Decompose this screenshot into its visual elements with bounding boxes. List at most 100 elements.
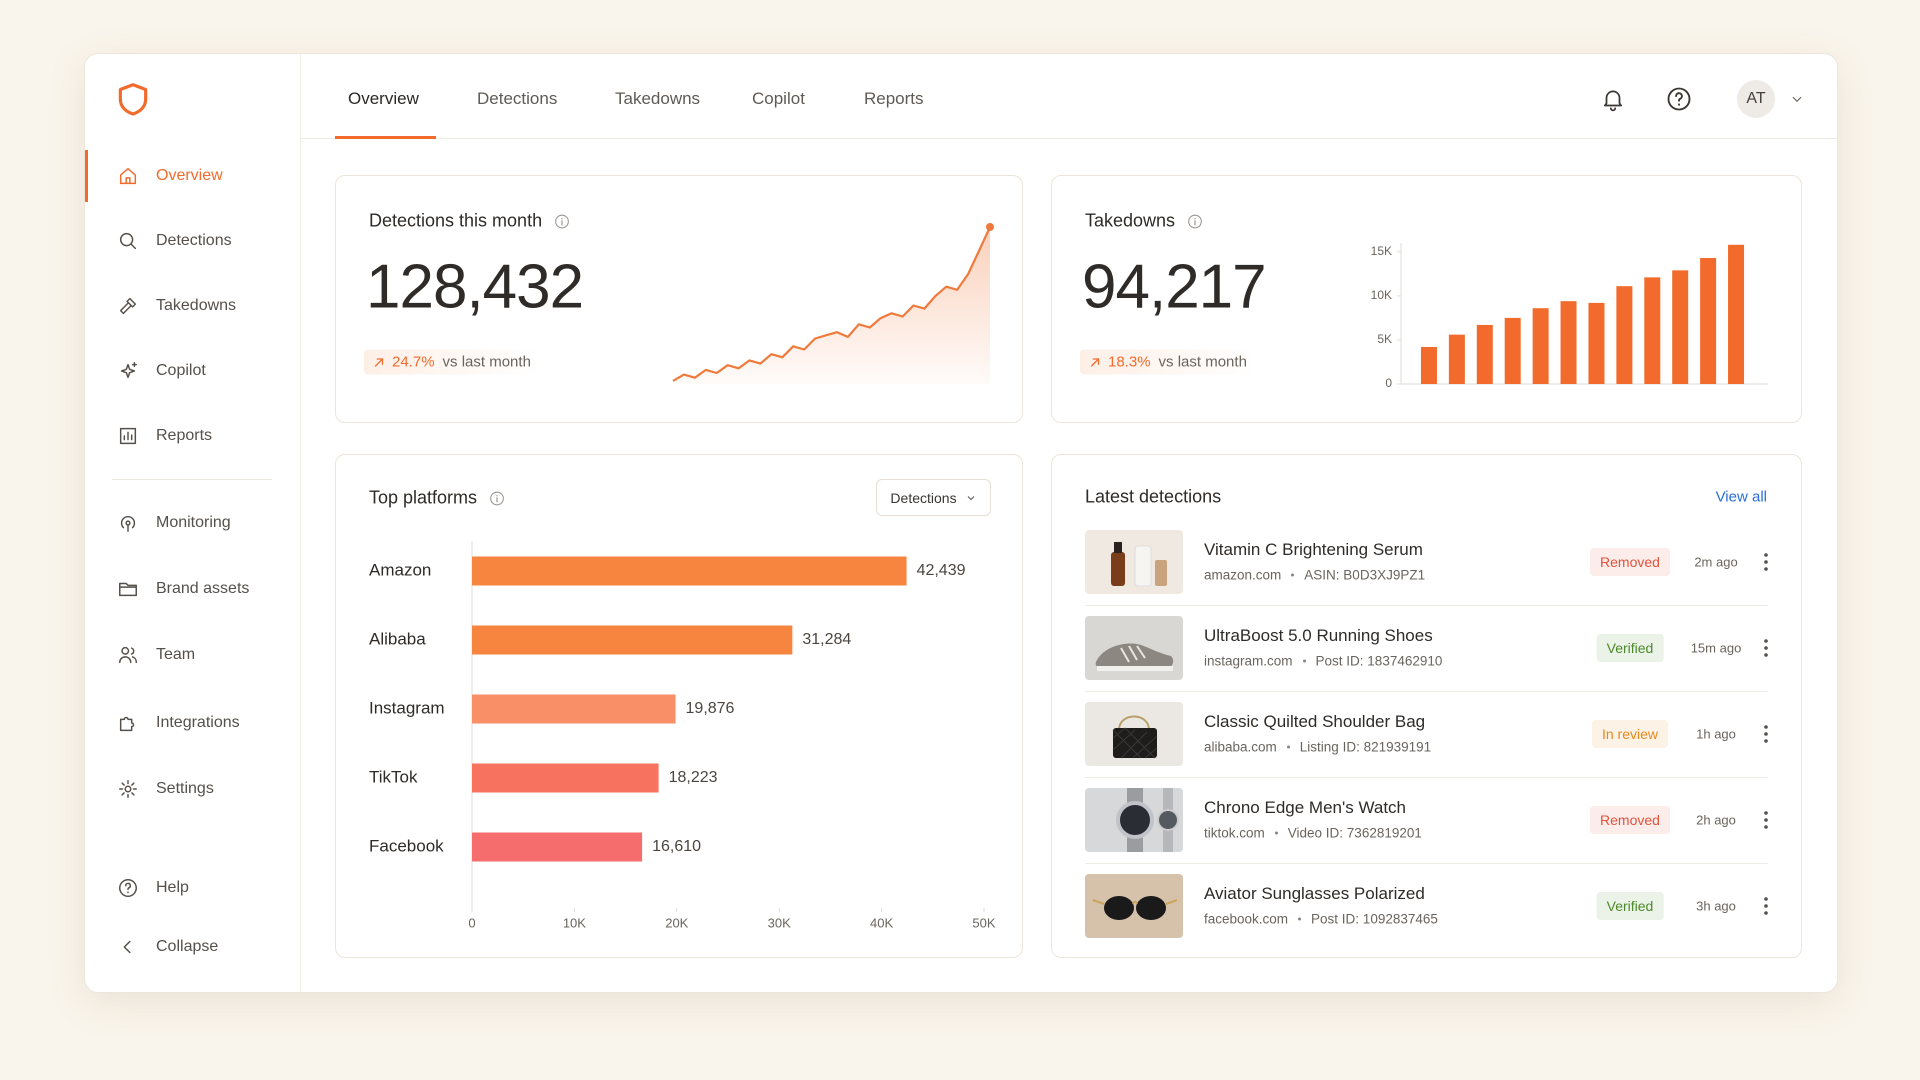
- more-menu[interactable]: [1760, 550, 1772, 574]
- bar: [472, 832, 643, 862]
- tab[interactable]: Overview: [348, 89, 419, 108]
- more-menu[interactable]: [1760, 894, 1772, 918]
- status-pill: Verified: [1596, 892, 1664, 920]
- platforms-chart: 0 10K 20K 30K 40K 50K Amazon 42,439 Alibaba 31,28…: [369, 541, 996, 930]
- chevron-shape: [967, 495, 974, 500]
- separator-dot: [1302, 659, 1306, 663]
- tab[interactable]: Detections: [477, 89, 558, 108]
- bar: [472, 556, 907, 586]
- thumbnail-bg: [1085, 874, 1183, 938]
- info-circle: [1188, 214, 1202, 228]
- nav-item[interactable]: Help: [95, 866, 290, 910]
- menu-dot: [1764, 904, 1768, 908]
- status-pill: Removed: [1590, 548, 1670, 576]
- view-all-link[interactable]: View all: [1715, 488, 1767, 506]
- bar: [1448, 334, 1465, 384]
- item-id: Post ID: 1837462910: [1315, 653, 1443, 669]
- dropdown[interactable]: Detections: [876, 479, 991, 516]
- sidebar: Overview Detections Takedowns Copilot Report…: [85, 54, 301, 992]
- nav-item[interactable]: Copilot: [95, 349, 290, 393]
- bar: [1700, 257, 1717, 384]
- nav-item[interactable]: Settings: [95, 767, 290, 811]
- menu-dot: [1764, 560, 1768, 564]
- thumbnail: [1085, 874, 1183, 938]
- kpi-comparison: vs last month: [1158, 353, 1247, 371]
- more-menu[interactable]: [1760, 636, 1772, 660]
- card-header: Takedowns: [1085, 211, 1203, 232]
- menu-dot: [1764, 897, 1768, 901]
- nav-item[interactable]: Overview: [95, 154, 290, 198]
- card: Top platforms Detections 0 10K 20K 30K 40K 50K A…: [335, 454, 1023, 958]
- sparkline: [672, 223, 994, 384]
- nav-item[interactable]: Collapse: [95, 925, 290, 969]
- card-title: Takedowns: [1085, 210, 1176, 231]
- nav-item[interactable]: Reports: [95, 414, 290, 458]
- dropdown-label: Detections: [890, 489, 957, 506]
- status-pill: Verified: [1596, 634, 1664, 662]
- kpi-change: 18.3% vs last month: [1080, 349, 1255, 375]
- avatar[interactable]: AT: [1737, 80, 1775, 118]
- card-header: Top platforms: [369, 488, 505, 509]
- info-icon: [555, 214, 569, 228]
- x-tick-label: 50K: [972, 915, 995, 930]
- item-meta: facebook.com Post ID: 1092837465: [1204, 912, 1438, 927]
- nav-icon: [119, 646, 137, 664]
- tab[interactable]: Takedowns: [615, 89, 701, 108]
- thumbnail: [1085, 530, 1183, 594]
- y-tick-label: 0: [1385, 376, 1392, 390]
- nav-icon-shape: [119, 167, 137, 185]
- nav-item[interactable]: Monitoring: [95, 501, 290, 545]
- x-tick-label: 40K: [870, 915, 893, 930]
- nav-label: Team: [156, 646, 196, 663]
- thumbnail: [1085, 788, 1183, 852]
- category-label: TikTok: [369, 767, 418, 786]
- thumbnail-bg: [1085, 530, 1183, 594]
- product-image: [1104, 896, 1134, 920]
- x-tick-label: 0: [468, 915, 475, 930]
- help-icon: [1667, 87, 1691, 111]
- nav-item[interactable]: Team: [95, 633, 290, 677]
- y-tick-label: 10K: [1371, 288, 1392, 302]
- separator-dot: [1286, 745, 1290, 749]
- nav-label: Help: [156, 879, 189, 896]
- nav-icon-shape: [119, 232, 137, 250]
- x-tick-label: 30K: [768, 915, 791, 930]
- status-pill: Removed: [1590, 806, 1670, 834]
- nav-item[interactable]: Integrations: [95, 701, 290, 745]
- menu-dot: [1764, 725, 1768, 729]
- product-image: [1157, 809, 1179, 831]
- bar: [472, 763, 659, 793]
- item-time: 2m ago: [1694, 554, 1738, 570]
- tab[interactable]: Reports: [864, 89, 924, 108]
- more-menu[interactable]: [1760, 722, 1772, 746]
- nav-icon-shape: [120, 516, 136, 532]
- value-label: 16,610: [652, 838, 701, 855]
- nav-item[interactable]: Brand assets: [95, 567, 290, 611]
- item-name: Vitamin C Brightening Serum: [1204, 540, 1423, 559]
- nav-label: Integrations: [156, 714, 240, 731]
- nav-item[interactable]: Detections: [95, 219, 290, 263]
- info-circle: [555, 214, 569, 228]
- nav-icon-shape: [119, 427, 137, 445]
- category-label: Instagram: [369, 698, 445, 717]
- card: Latest detections View all Vitamin C Brigh…: [1051, 454, 1802, 958]
- bar: [1420, 346, 1437, 384]
- more-menu[interactable]: [1760, 808, 1772, 832]
- end-point: [986, 223, 994, 231]
- menu-dot: [1764, 653, 1768, 657]
- account-menu-chevron: [1792, 96, 1802, 102]
- y-tick-label: 5K: [1377, 332, 1392, 346]
- nav-item[interactable]: Takedowns: [95, 284, 290, 328]
- nav-icon-shape: [123, 940, 131, 954]
- menu-dot: [1764, 732, 1768, 736]
- nav-icon-shape: [119, 297, 137, 315]
- card-title: Latest detections: [1085, 486, 1222, 507]
- area: [673, 227, 990, 384]
- tab[interactable]: Copilot: [752, 89, 805, 108]
- product-image: [1136, 896, 1166, 920]
- x-tick-label: 10K: [563, 915, 586, 930]
- menu-dot: [1764, 553, 1768, 557]
- bar: [1672, 270, 1689, 384]
- menu-dot: [1764, 739, 1768, 743]
- product-image: [1097, 666, 1173, 671]
